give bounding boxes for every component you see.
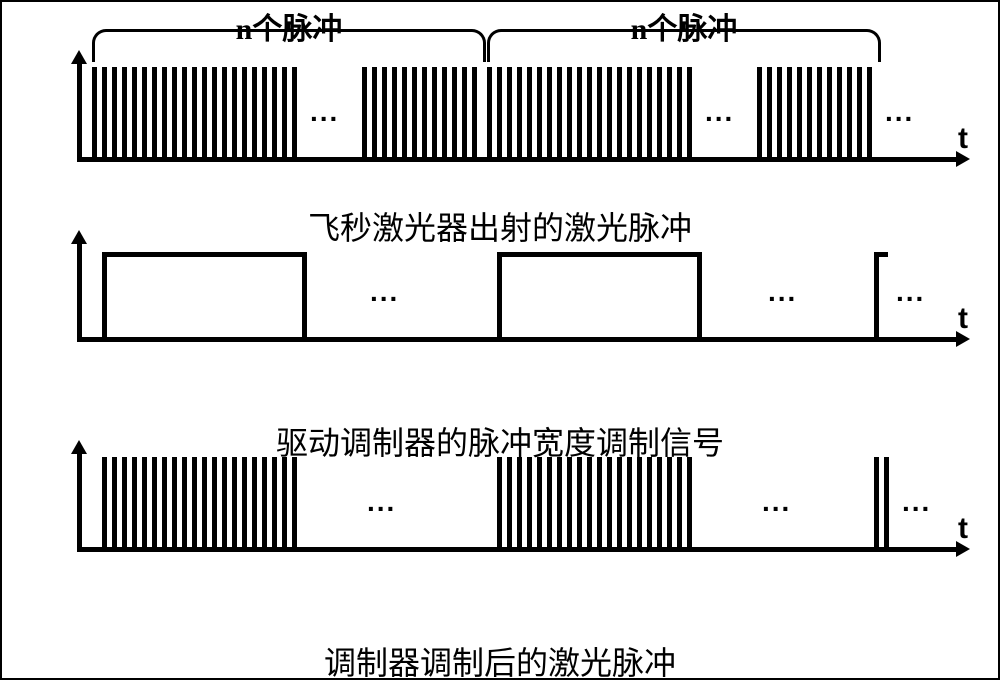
pwm-low [822, 337, 874, 342]
y-axis [77, 452, 82, 552]
ellipsis: ... [768, 276, 797, 308]
pulse-group [362, 67, 477, 157]
plot-modulated-output: t ......... [42, 452, 958, 552]
plot-laser-output: t ......... [42, 62, 958, 162]
diagram-container: n个脉冲n个脉冲 t ......... 飞秒激光器出射的激光脉冲 t ....… [0, 0, 1000, 680]
plot-pwm-signal: t ......... [42, 242, 958, 342]
brace-label: n个脉冲 [236, 4, 343, 48]
t-label: t [958, 122, 968, 156]
pwm-high [874, 252, 888, 257]
pwm-edge [497, 252, 502, 342]
y-axis [77, 242, 82, 342]
pulse-group [757, 67, 872, 157]
pwm-edge [874, 252, 879, 342]
pwm-edge [102, 252, 107, 342]
y-axis [77, 62, 82, 162]
ellipsis: ... [896, 276, 925, 308]
pulse-group [487, 67, 692, 157]
pulse-group [92, 67, 297, 157]
pwm-edge [302, 252, 307, 342]
panel-laser-output: n个脉冲n个脉冲 t ......... 飞秒激光器出射的激光脉冲 [42, 17, 958, 207]
ellipsis: ... [762, 486, 791, 518]
pwm-low [422, 337, 497, 342]
brace: n个脉冲 [92, 29, 486, 62]
pwm-high [102, 252, 302, 257]
caption-3: 调制器调制后的激光脉冲 [42, 638, 958, 684]
pwm-low [82, 337, 102, 342]
ellipsis: ... [370, 276, 399, 308]
panel-pwm-signal: t ......... 驱动调制器的脉冲宽度调制信号 [42, 242, 958, 422]
brace-label: n个脉冲 [631, 4, 738, 48]
pwm-high [497, 252, 697, 257]
x-axis [77, 157, 958, 162]
ellipsis: ... [902, 486, 931, 518]
pulse-group [102, 457, 297, 547]
pwm-low [302, 337, 362, 342]
pwm-low [697, 337, 762, 342]
pulse-group [497, 457, 692, 547]
pwm-edge [697, 252, 702, 342]
t-label: t [958, 512, 968, 546]
brace: n个脉冲 [487, 29, 881, 62]
ellipsis: ... [367, 486, 396, 518]
pulse-group [874, 457, 889, 547]
t-label: t [958, 302, 968, 336]
x-axis [77, 547, 958, 552]
ellipsis: ... [705, 96, 734, 128]
panel-modulated-output: t ......... 调制器调制后的激光脉冲 [42, 452, 958, 642]
ellipsis: ... [885, 96, 914, 128]
ellipsis: ... [310, 96, 339, 128]
